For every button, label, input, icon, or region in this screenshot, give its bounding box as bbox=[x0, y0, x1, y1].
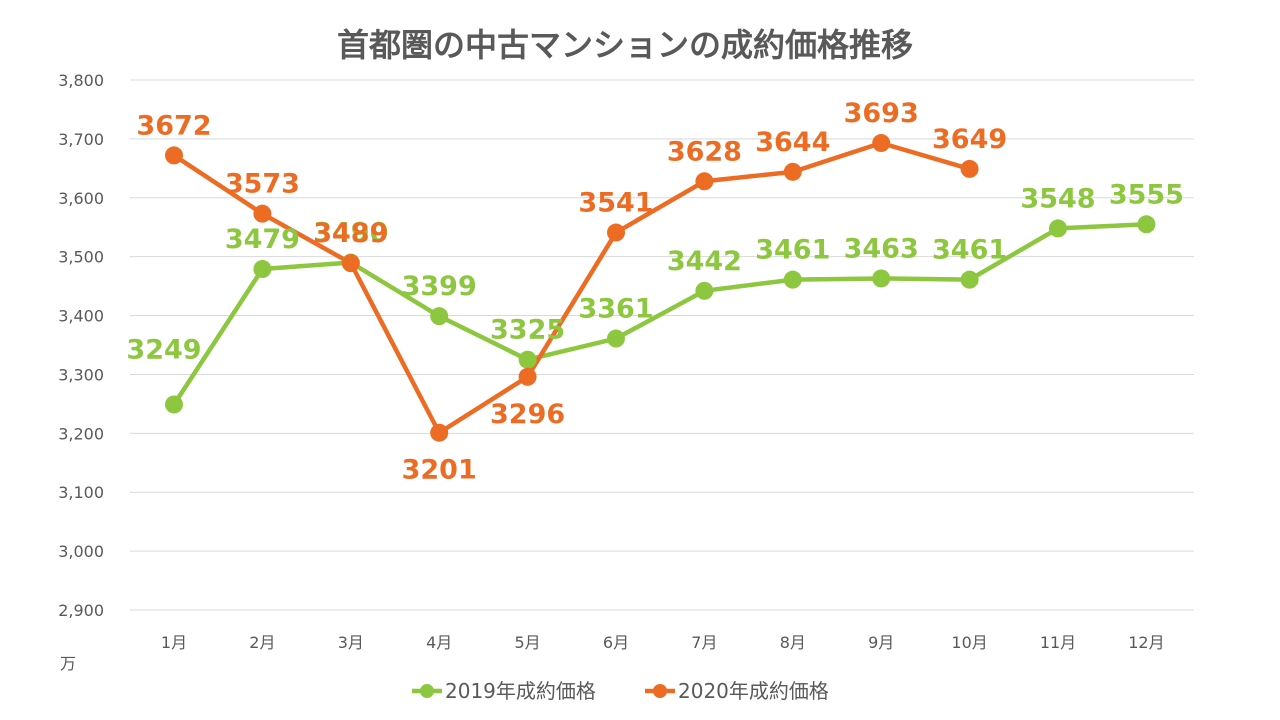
data-label: 3693 bbox=[844, 98, 919, 129]
y-tick-label: 3,700 bbox=[58, 130, 104, 149]
data-point bbox=[872, 134, 891, 153]
y-tick-label: 2,900 bbox=[58, 601, 104, 620]
data-label: 3573 bbox=[225, 169, 300, 200]
legend-marker-2 bbox=[653, 684, 667, 698]
data-label: 3541 bbox=[578, 188, 653, 219]
legend: 2019年成約価格 2020年成約価格 bbox=[412, 679, 829, 703]
y-axis-unit-label: 万 bbox=[60, 654, 76, 673]
data-point bbox=[607, 223, 625, 242]
data-point bbox=[695, 172, 714, 191]
data-label: 3201 bbox=[402, 455, 477, 486]
data-label: 3399 bbox=[402, 271, 477, 302]
legend-label-2: 2020年成約価格 bbox=[678, 679, 829, 703]
series-lines bbox=[165, 134, 1156, 442]
x-tick-label: 4月 bbox=[426, 633, 452, 652]
y-tick-label: 3,200 bbox=[58, 424, 104, 443]
x-tick-label: 11月 bbox=[1040, 633, 1076, 652]
data-label: 3461 bbox=[932, 235, 1007, 266]
data-point bbox=[607, 329, 625, 348]
data-label: 3249 bbox=[126, 334, 201, 365]
data-point bbox=[253, 260, 272, 279]
data-point bbox=[1137, 215, 1156, 234]
data-label: 3490 bbox=[313, 218, 388, 249]
data-label: 3361 bbox=[578, 294, 653, 325]
data-point bbox=[1049, 219, 1067, 238]
data-label: 3479 bbox=[225, 224, 300, 255]
x-tick-label: 2月 bbox=[249, 633, 275, 652]
y-tick-label: 3,100 bbox=[58, 483, 104, 502]
data-point bbox=[960, 159, 979, 178]
data-label: 3296 bbox=[490, 399, 565, 430]
x-tick-label: 12月 bbox=[1128, 633, 1164, 652]
data-label: 3461 bbox=[755, 235, 830, 266]
data-labels: 3249 3479 3490 3399 3325 3361 3442 3461 3463 3461… bbox=[126, 98, 1184, 486]
series-line-1 bbox=[171, 222, 1149, 407]
data-point bbox=[518, 367, 537, 386]
data-point bbox=[783, 270, 802, 289]
data-label: 3463 bbox=[844, 233, 919, 264]
y-tick-label: 3,800 bbox=[58, 71, 104, 90]
data-point bbox=[783, 162, 802, 181]
gridlines bbox=[130, 79, 1194, 611]
data-point bbox=[165, 395, 183, 414]
x-tick-label: 7月 bbox=[691, 633, 717, 652]
data-point bbox=[165, 146, 183, 165]
x-tick-label: 5月 bbox=[515, 633, 541, 652]
data-label: 3548 bbox=[1020, 183, 1095, 214]
data-label: 3325 bbox=[490, 315, 565, 346]
x-tick-label: 1月 bbox=[161, 633, 187, 652]
x-tick-label: 8月 bbox=[780, 633, 806, 652]
y-tick-label: 3,500 bbox=[58, 248, 104, 267]
data-point bbox=[695, 281, 714, 300]
data-label: 3672 bbox=[136, 110, 211, 141]
chart-title: 首都圏の中古マンションの成約価格推移 bbox=[337, 26, 913, 64]
y-tick-label: 3,300 bbox=[58, 365, 104, 384]
data-label: 3555 bbox=[1109, 179, 1184, 210]
data-label: 3644 bbox=[755, 127, 830, 158]
y-tick-label: 3,400 bbox=[58, 307, 104, 326]
data-point bbox=[960, 270, 979, 289]
x-tick-label: 6月 bbox=[603, 633, 629, 652]
data-point bbox=[872, 269, 891, 288]
data-label: 3649 bbox=[932, 124, 1007, 155]
axes: 2,900 3,000 3,100 3,200 3,300 3,400 3,500 3,600… bbox=[58, 71, 1164, 652]
x-tick-label: 10月 bbox=[951, 633, 987, 652]
legend-label-1: 2019年成約価格 bbox=[445, 679, 596, 703]
series-line-2 bbox=[171, 140, 972, 435]
data-point bbox=[341, 254, 360, 273]
data-label: 3489 bbox=[313, 218, 388, 249]
x-tick-label: 9月 bbox=[868, 633, 894, 652]
data-label: 3628 bbox=[667, 136, 742, 167]
data-point bbox=[430, 423, 449, 442]
data-point bbox=[430, 307, 449, 326]
data-point bbox=[253, 204, 272, 223]
data-point bbox=[518, 350, 537, 369]
data-label: 3442 bbox=[667, 246, 742, 277]
legend-marker-1 bbox=[420, 684, 434, 698]
y-tick-label: 3,000 bbox=[58, 542, 104, 561]
x-tick-label: 3月 bbox=[338, 633, 364, 652]
y-tick-label: 3,600 bbox=[58, 189, 104, 208]
